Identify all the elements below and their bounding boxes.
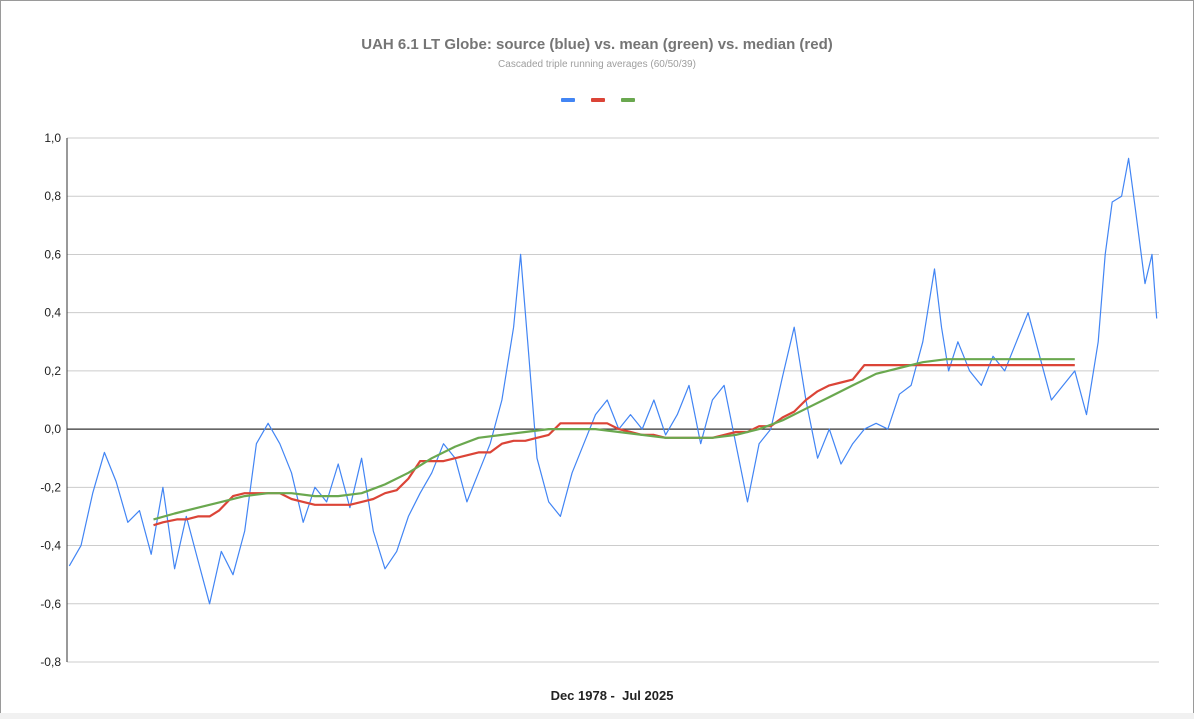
y-tick-label: -0,4: [40, 539, 61, 553]
y-tick-label: 0,8: [44, 189, 61, 203]
y-tick-label: 1,0: [44, 131, 61, 145]
legend: [561, 98, 635, 102]
chart-title: UAH 6.1 LT Globe: source (blue) vs. mean…: [361, 36, 833, 53]
legend-swatch-1: [561, 98, 575, 102]
y-tick-labels: 1,0 0,8 0,6 0,4 0,2 0,0 -0,2 -0,4 -0,6 -0,8: [40, 131, 61, 669]
y-tick-label: 0,2: [44, 364, 61, 378]
y-tick-label: -0,6: [40, 597, 61, 611]
y-tick-label: -0,2: [40, 480, 61, 494]
bottom-strip: [0, 713, 1194, 719]
y-tick-label: 0,6: [44, 247, 61, 261]
y-tick-label: 0,0: [44, 422, 61, 436]
chart-subtitle: Cascaded triple running averages (60/50/…: [498, 59, 696, 70]
grid-lines: [66, 137, 1159, 663]
series-line-1: [68, 157, 1158, 605]
legend-swatch-2: [591, 98, 605, 102]
y-tick-label: -0,8: [40, 655, 61, 669]
series-line-2: [153, 364, 1075, 527]
series-line-3: [153, 358, 1075, 521]
legend-swatch-3: [621, 98, 635, 102]
series-lines: [68, 157, 1158, 605]
x-axis-label: Dec 1978 - Jul 2025: [550, 688, 674, 703]
y-tick-label: 0,4: [44, 306, 61, 320]
